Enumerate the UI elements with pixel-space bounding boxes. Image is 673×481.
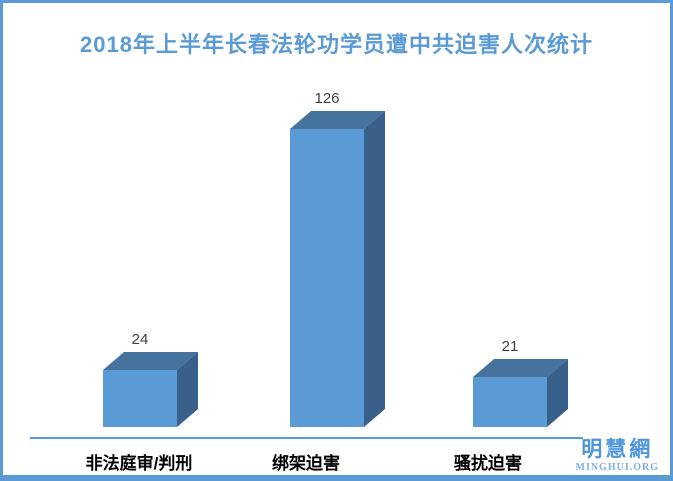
chart-title: 2018年上半年长春法轮功学员遭中共迫害人次统计 — [80, 32, 593, 57]
minghui-logo: 明慧網 MINGHUI.ORG — [576, 438, 660, 473]
minghui-logo-en: MINGHUI.ORG — [575, 462, 659, 473]
plot-area: 24 126 21 非法庭审/判刑 绑架迫害 骚扰迫害 明慧網 MINGHUI.… — [3, 3, 670, 475]
bar-top-face — [290, 111, 385, 129]
category-label-kidnapping: 绑架迫害 — [272, 454, 340, 473]
bar-value-label: 24 — [131, 331, 149, 348]
bar-side-face — [364, 111, 385, 427]
minghui-logo-cn: 明慧網 — [581, 438, 654, 461]
bar-value-label: 126 — [314, 90, 340, 107]
bar-front-face — [290, 129, 364, 427]
bar-top-face — [473, 359, 568, 377]
x-axis-line — [30, 437, 583, 439]
bar-front-face — [103, 370, 177, 427]
category-label-harassment: 骚扰迫害 — [454, 454, 522, 473]
bar-side-face — [547, 359, 568, 427]
bar-front-face — [473, 377, 547, 427]
bar-top-face — [103, 352, 198, 370]
category-label-illegal-trial: 非法庭审/判刑 — [85, 454, 193, 473]
bar-side-face — [177, 352, 198, 427]
bar-value-label: 21 — [501, 338, 519, 355]
